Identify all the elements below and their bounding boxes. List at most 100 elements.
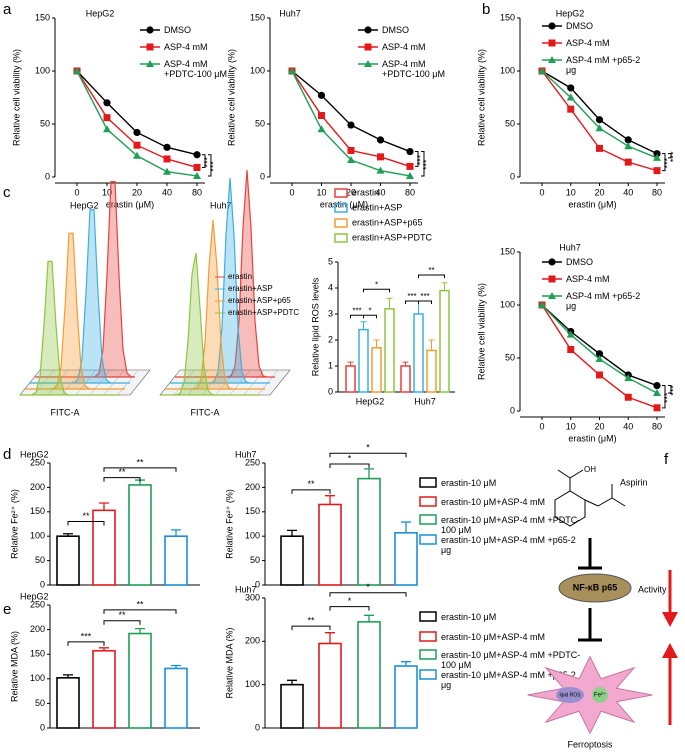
y-tick-label: 1 xyxy=(328,360,333,370)
x-tick-label: 10 xyxy=(102,187,112,197)
bar xyxy=(400,365,411,393)
chart-title: HepG2 xyxy=(556,8,585,18)
significance-bracket xyxy=(67,641,105,646)
marker xyxy=(376,166,385,174)
marker xyxy=(347,147,355,154)
error-bar xyxy=(63,533,73,537)
y-axis-label: Relative Fe²⁺ (%) xyxy=(224,489,234,559)
legend-label: ASP-4 mM +PDTC-100 μM xyxy=(164,59,227,79)
y-tick-label: 100 xyxy=(500,65,515,75)
flow-curve xyxy=(20,260,120,396)
significance-label: *** xyxy=(202,156,212,167)
y-tick-label: 150 xyxy=(500,246,515,256)
bar xyxy=(318,642,342,729)
significance-bracket xyxy=(67,521,105,526)
bar xyxy=(384,308,395,393)
bar xyxy=(345,365,356,393)
bar xyxy=(128,632,152,729)
significance-label: * xyxy=(368,306,371,315)
marker xyxy=(596,371,603,379)
atom-label: OH xyxy=(584,465,596,474)
y-tick-label: 50 xyxy=(40,118,50,128)
y-tick-label: 100 xyxy=(35,65,50,75)
y-tick-label: 0 xyxy=(510,171,515,181)
y-tick-label: 0 xyxy=(510,405,515,415)
y-tick-label: 0 xyxy=(40,579,45,589)
y-tick-label: 250 xyxy=(245,457,260,467)
marker xyxy=(567,346,575,354)
marker xyxy=(133,128,141,137)
significance-label: *** xyxy=(668,385,678,396)
significance-bracket xyxy=(668,153,672,159)
marker xyxy=(653,153,661,161)
marker xyxy=(595,350,604,358)
x-tick-label: 0 xyxy=(539,421,544,431)
x-tick-label: 0 xyxy=(289,187,294,197)
marker xyxy=(567,105,575,113)
significance-bracket xyxy=(103,620,141,625)
marker xyxy=(595,124,604,132)
legend-label-box: DMSO xyxy=(382,25,409,35)
y-tick-label: 200 xyxy=(30,624,45,634)
significance-label: ** xyxy=(136,457,144,467)
error-bar xyxy=(171,529,181,537)
ros-label: lipid ROS xyxy=(559,692,581,698)
bar xyxy=(357,621,381,729)
y-tick-label: 5 xyxy=(328,256,333,266)
marker xyxy=(73,67,81,74)
y-axis-label: Relative Fe²⁺ (%) xyxy=(9,489,19,559)
legend-label: erastin-10 μM+ASP-4 mM xyxy=(441,497,545,507)
legend-label-box: erastin-10 μM+ASP-4 mM xyxy=(441,497,545,507)
legend-label-box: erastin-10 μM xyxy=(441,612,497,622)
bar xyxy=(280,683,304,729)
legend-label: erastin-10 μM xyxy=(441,612,497,622)
flow-title: Huh7 xyxy=(210,200,232,210)
x-tick-label: 0 xyxy=(539,187,544,197)
chart-title: Huh7 xyxy=(235,449,257,459)
marker xyxy=(377,153,384,161)
marker xyxy=(653,388,661,396)
flow-x-label: FITC-A xyxy=(191,407,220,417)
legend-swatch xyxy=(419,611,437,622)
bar xyxy=(426,349,437,393)
marker xyxy=(364,26,372,34)
x-tick-label: 80 xyxy=(652,421,662,431)
y-tick-label: 150 xyxy=(30,506,45,516)
marker xyxy=(548,56,556,63)
x-tick-label: Huh7 xyxy=(414,396,436,406)
legend-label: ASP-4 mM xyxy=(566,274,610,284)
marker xyxy=(653,150,661,158)
flow-curve xyxy=(170,177,270,384)
error-bar xyxy=(99,502,109,511)
legend-label: ASP-4 mM +PDTC-100 μM xyxy=(382,59,445,79)
flow-curve xyxy=(165,219,265,390)
y-axis-label: Relative lipid ROS levels xyxy=(310,277,320,376)
x-tick-label: 20 xyxy=(132,187,142,197)
marker xyxy=(548,292,556,299)
flow-curve xyxy=(30,209,130,384)
significance-label: *** xyxy=(662,392,672,403)
marker xyxy=(193,163,201,171)
y-tick-label: 0 xyxy=(40,722,45,732)
legend-label: ASP-4 mM +p65-2 μg xyxy=(566,55,641,75)
legend-swatch xyxy=(419,496,437,507)
marker xyxy=(538,67,546,74)
significance-bracket xyxy=(291,489,331,494)
y-axis-label: Relative cell viability (%) xyxy=(226,49,236,146)
series-line xyxy=(76,70,198,177)
y-tick-label: 100 xyxy=(245,531,260,541)
legend-label: erastin+ASP+p65 xyxy=(228,296,291,305)
significance-label: ** xyxy=(118,467,126,477)
y-tick-label: 0 xyxy=(45,171,50,181)
bar xyxy=(394,531,418,586)
significance-bracket xyxy=(363,314,377,319)
marker xyxy=(567,84,575,92)
panel-letter: e xyxy=(3,601,11,618)
marker xyxy=(133,141,141,149)
significance-bracket xyxy=(103,609,177,614)
y-tick-label: 100 xyxy=(30,531,45,541)
error-bar xyxy=(347,361,354,366)
significance-label: * xyxy=(366,443,370,453)
y-tick-label: 250 xyxy=(30,457,45,467)
y-tick-label: 50 xyxy=(35,698,45,708)
